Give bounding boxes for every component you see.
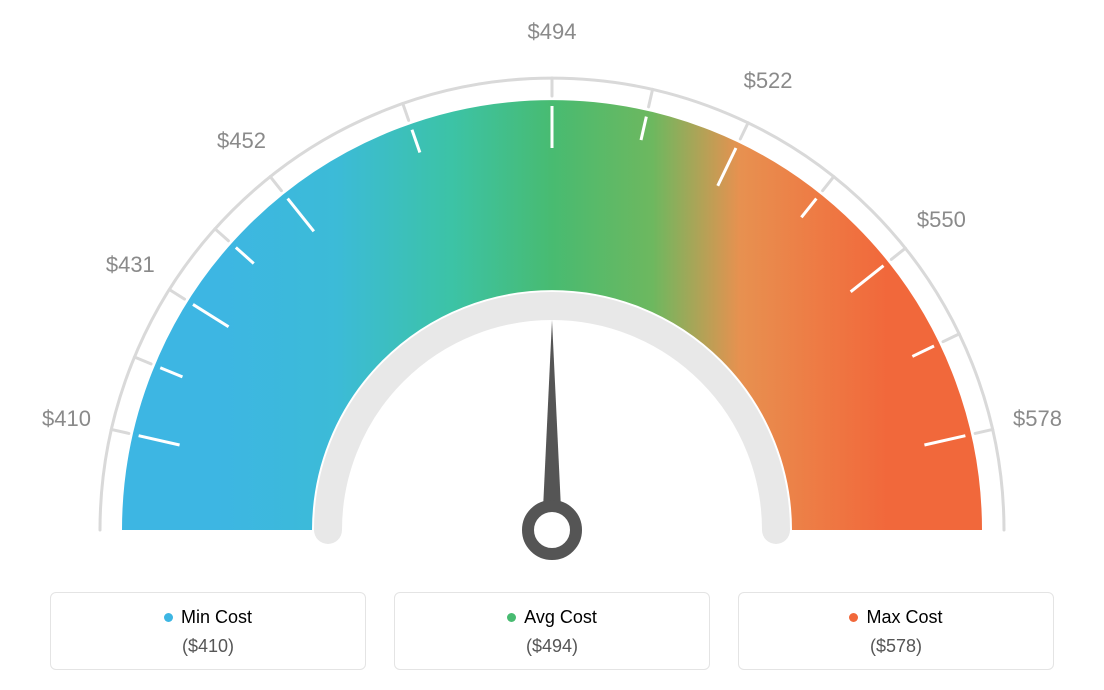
legend-min-label: Min Cost: [181, 607, 252, 628]
legend-max-value: ($578): [749, 636, 1043, 657]
legend-avg-dot-icon: [507, 613, 516, 622]
legend-max-label: Max Cost: [866, 607, 942, 628]
legend-max-title: Max Cost: [849, 607, 942, 628]
legend-min-title: Min Cost: [164, 607, 252, 628]
gauge-tick-label: $431: [106, 252, 155, 278]
legend-avg-value: ($494): [405, 636, 699, 657]
gauge-tick-label: $410: [42, 406, 91, 432]
legend-max: Max Cost ($578): [738, 592, 1054, 670]
gauge-tick-label: $452: [217, 128, 266, 154]
legend-min-dot-icon: [164, 613, 173, 622]
gauge-tick-label: $494: [528, 19, 577, 45]
gauge-tick-label: $578: [1013, 406, 1062, 432]
legend-max-dot-icon: [849, 613, 858, 622]
legend-min: Min Cost ($410): [50, 592, 366, 670]
legend-avg: Avg Cost ($494): [394, 592, 710, 670]
legend-avg-label: Avg Cost: [524, 607, 597, 628]
gauge-svg: [0, 0, 1104, 580]
legend-avg-title: Avg Cost: [507, 607, 597, 628]
legend-min-value: ($410): [61, 636, 355, 657]
legend-row: Min Cost ($410) Avg Cost ($494) Max Cost…: [50, 592, 1054, 670]
gauge-tick-label: $550: [917, 207, 966, 233]
chart-container: $410 $431 $452 $494 $522 $550 $578 Min Cost ($…: [0, 0, 1104, 690]
gauge-chart: $410 $431 $452 $494 $522 $550 $578: [0, 0, 1104, 580]
gauge-tick-label: $522: [744, 68, 793, 94]
